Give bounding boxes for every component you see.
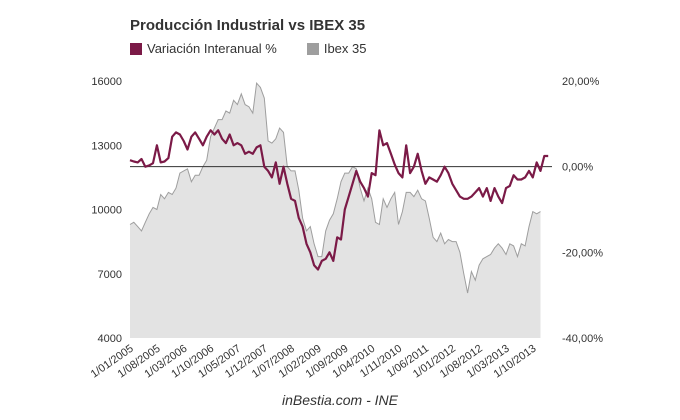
y-right-tick-label: 0,00%: [562, 162, 593, 174]
y-left-tick-label: 7000: [98, 269, 122, 281]
production-line: [129, 129, 549, 271]
y-left-tick-label: 4000: [98, 333, 122, 345]
legend-label-ibex: Ibex 35: [323, 41, 367, 56]
ibex-line: [129, 81, 541, 294]
y-left-tick-label: 13000: [91, 140, 122, 152]
chart-title: Producción Industrial vs IBEX 35: [130, 17, 366, 34]
legend-swatch-production: [130, 42, 142, 55]
legend-item-production[interactable]: Variación Interanual %: [130, 41, 277, 56]
legend-swatch-ibex: [306, 42, 319, 55]
legend-label-production: Variación Interanual %: [147, 41, 277, 56]
y-left-tick-label: 16000: [91, 76, 122, 88]
chart-legend: Variación Interanual % Ibex 35: [130, 41, 367, 56]
legend-item-ibex[interactable]: Ibex 35: [306, 41, 367, 56]
y-right-tick-label: -40,00%: [562, 333, 603, 345]
y-right-tick-label: 20,00%: [562, 76, 600, 88]
chart-source: inBestia.com - INE: [282, 392, 398, 408]
y-left-tick-label: 10000: [91, 205, 122, 217]
ibex-area: [130, 83, 541, 338]
y-right-tick-label: -20,00%: [562, 247, 603, 259]
